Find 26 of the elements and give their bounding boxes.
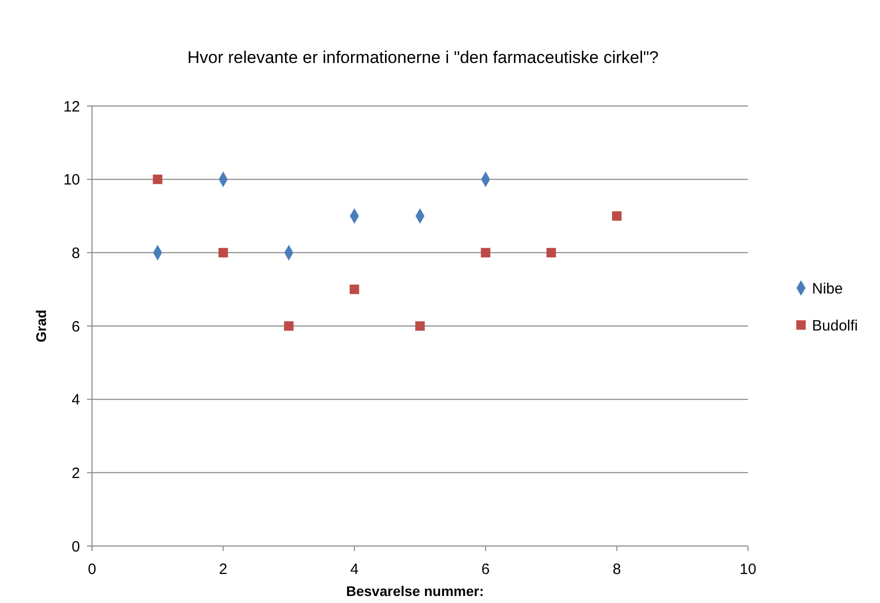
chart-title: Hvor relevante er informationerne i "den farmaceutiske cirkel"?: [187, 48, 659, 67]
y-tick-label: 2: [72, 464, 80, 482]
y-tick-label: 6: [72, 318, 80, 336]
y-axis-title: Grad: [33, 310, 49, 342]
y-tick-label: 8: [72, 244, 80, 262]
x-tick-label: 4: [350, 561, 359, 578]
legend-label: Budolfi: [812, 317, 858, 334]
point: [546, 248, 556, 258]
y-tick-label: 4: [72, 392, 80, 409]
y-tick-label: 12: [63, 98, 80, 116]
point: [415, 321, 425, 331]
point: [284, 321, 294, 331]
x-axis-title: Besvarelse nummer:: [346, 583, 484, 599]
point: [350, 284, 360, 294]
y-tick-label: 0: [72, 538, 80, 556]
point: [152, 174, 162, 184]
x-tick-label: 10: [740, 561, 756, 578]
point: [612, 211, 622, 221]
point: [480, 248, 490, 258]
legend-label: Nibe: [812, 280, 843, 298]
x-tick-label: 8: [612, 561, 621, 578]
x-tick-label: 0: [88, 561, 96, 578]
x-tick-label: 6: [481, 561, 490, 578]
x-tick-label: 2: [219, 561, 228, 578]
point: [218, 248, 228, 258]
y-tick-label: 10: [63, 172, 80, 189]
